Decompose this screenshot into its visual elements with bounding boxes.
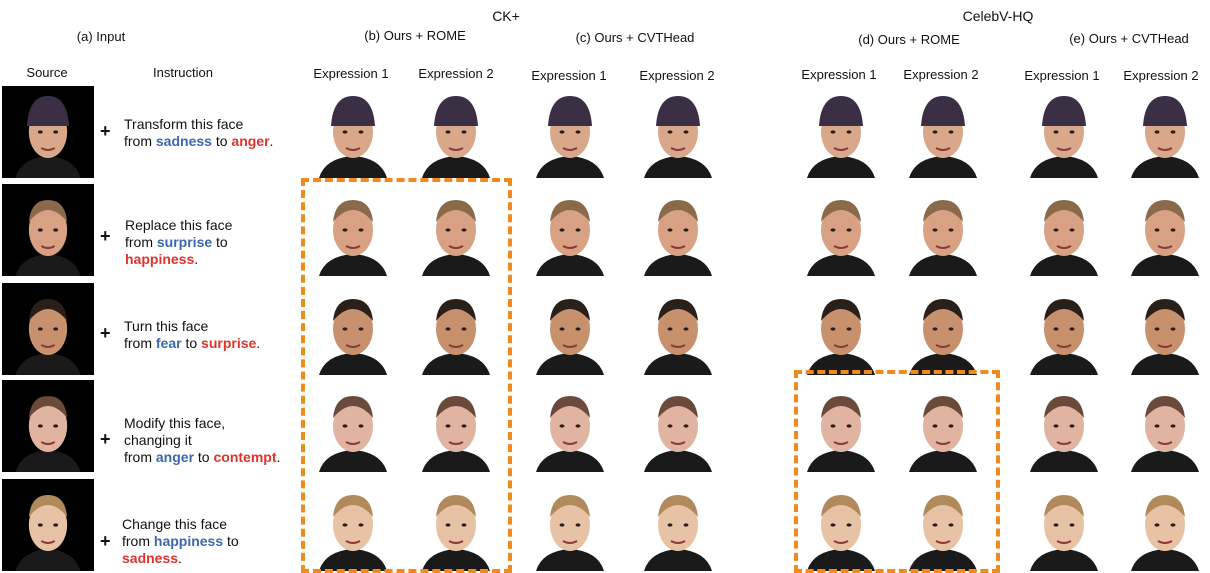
result-face-image	[793, 380, 889, 472]
result-face-image	[1117, 86, 1210, 178]
result-face-image	[1117, 479, 1210, 571]
result-face-image	[1117, 184, 1210, 276]
target-emotion: anger	[231, 133, 270, 149]
instruction-text: Change this face from happiness to sadne…	[122, 516, 239, 566]
result-face-image	[793, 283, 889, 375]
result-face-image	[895, 380, 991, 472]
result-face-image	[522, 479, 618, 571]
result-face-image	[408, 184, 504, 276]
column-label-b-expr1: Expression 1	[313, 66, 389, 81]
result-face-image	[895, 479, 991, 571]
column-label-d-expr1: Expression 1	[801, 67, 877, 82]
result-face-image	[630, 380, 726, 472]
column-label-e-expr2: Expression 2	[1123, 68, 1199, 83]
result-face-image	[408, 86, 504, 178]
column-label-b-expr2: Expression 2	[418, 66, 494, 81]
highlight-box-celebvhq-rome	[794, 370, 1000, 573]
group-label-e: (e) Ours + CVTHead	[1069, 31, 1189, 46]
result-face-image	[408, 479, 504, 571]
target-emotion: surprise	[201, 335, 257, 351]
result-face-image	[1016, 380, 1112, 472]
result-face-image	[630, 479, 726, 571]
source-emotion: surprise	[156, 234, 213, 250]
result-face-image	[793, 86, 889, 178]
highlight-box-ckplus-rome	[301, 178, 512, 573]
result-face-image	[793, 479, 889, 571]
group-label-d: (d) Ours + ROME	[858, 32, 960, 47]
result-face-image	[1016, 86, 1112, 178]
result-face-image	[895, 283, 991, 375]
source-image	[2, 86, 94, 178]
group-label-b: (b) Ours + ROME	[364, 28, 466, 43]
result-face-image	[305, 479, 401, 571]
result-face-image	[305, 184, 401, 276]
group-label-input: (a) Input	[76, 29, 126, 44]
source-image	[2, 380, 94, 472]
result-face-image	[793, 184, 889, 276]
result-face-image	[630, 86, 726, 178]
result-face-image	[408, 380, 504, 472]
column-label-e-expr1: Expression 1	[1024, 68, 1100, 83]
source-image	[2, 283, 94, 375]
instruction-text: Modify this face, changing it from anger…	[124, 415, 281, 465]
result-face-image	[895, 86, 991, 178]
group-label-c: (c) Ours + CVTHead	[575, 30, 695, 45]
result-face-image	[522, 86, 618, 178]
plus-sign: +	[100, 323, 111, 343]
result-face-image	[895, 184, 991, 276]
result-face-image	[522, 283, 618, 375]
plus-sign: +	[100, 531, 111, 551]
source-image	[2, 479, 94, 571]
target-emotion: happiness	[125, 251, 195, 267]
source-emotion: happiness	[153, 533, 224, 549]
source-image	[2, 184, 94, 276]
column-label-c-expr1: Expression 1	[531, 68, 607, 83]
plus-sign: +	[100, 121, 111, 141]
result-face-image	[522, 380, 618, 472]
column-label-c-expr2: Expression 2	[639, 68, 715, 83]
target-emotion: contempt	[213, 449, 277, 465]
result-face-image	[630, 283, 726, 375]
instruction-text: Turn this face from fear to surprise.	[124, 318, 261, 351]
result-face-image	[305, 380, 401, 472]
result-face-image	[1016, 184, 1112, 276]
result-face-image	[1117, 380, 1210, 472]
column-label-source: Source	[26, 65, 68, 80]
column-label-instruction: Instruction	[153, 65, 213, 80]
result-face-image	[1117, 283, 1210, 375]
source-emotion: fear	[155, 335, 182, 351]
target-emotion: sadness	[122, 550, 179, 566]
plus-sign: +	[100, 429, 111, 449]
result-face-image	[305, 283, 401, 375]
result-face-image	[1016, 283, 1112, 375]
column-label-d-expr2: Expression 2	[903, 67, 979, 82]
source-emotion: sadness	[155, 133, 212, 149]
result-face-image	[408, 283, 504, 375]
dataset-label-ckplus: CK+	[492, 8, 520, 24]
plus-sign: +	[100, 226, 111, 246]
result-face-image	[522, 184, 618, 276]
source-emotion: anger	[155, 449, 195, 465]
dataset-label-celebvhq: CelebV-HQ	[962, 8, 1034, 24]
instruction-text: Transform this face from sadness to ange…	[124, 116, 274, 149]
result-face-image	[1016, 479, 1112, 571]
instruction-text: Replace this face from surprise to happi…	[125, 217, 233, 267]
result-face-image	[305, 86, 401, 178]
result-face-image	[630, 184, 726, 276]
